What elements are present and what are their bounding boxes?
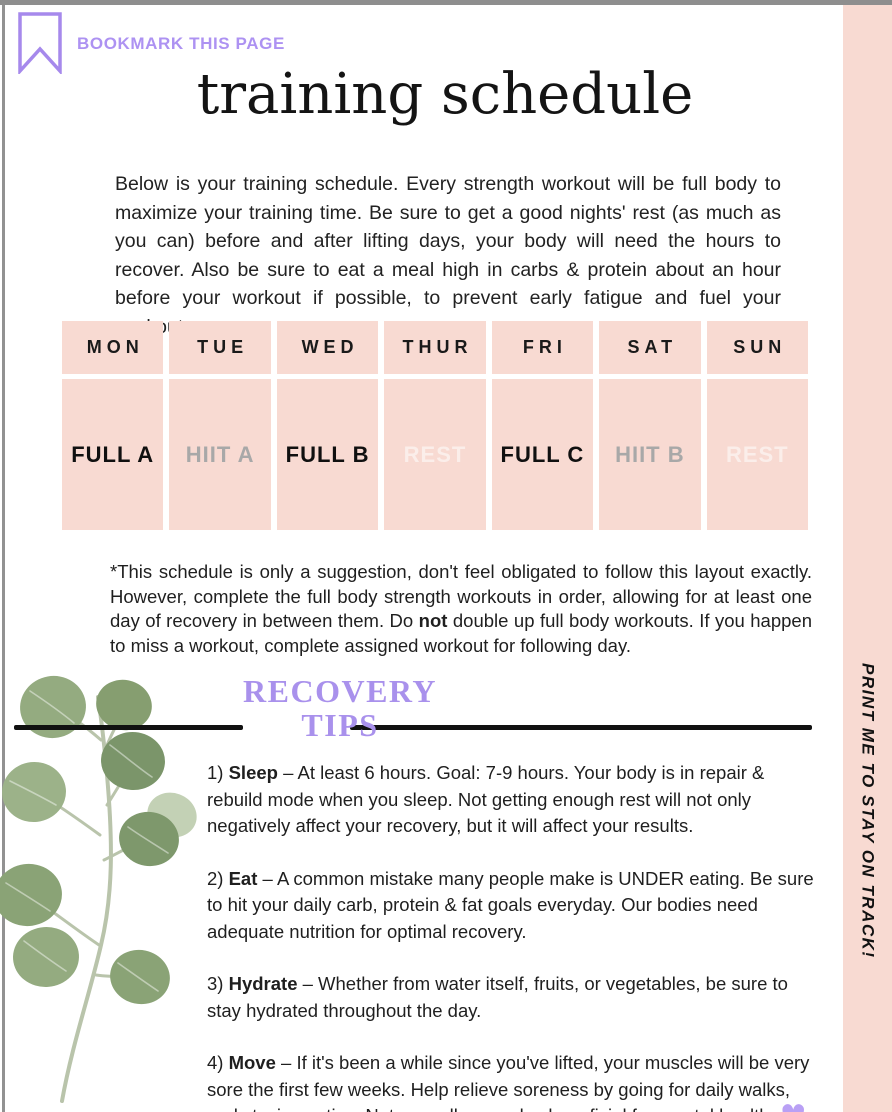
- day-header-sun: SUN: [706, 321, 808, 374]
- note-text-bold: not: [418, 610, 448, 631]
- workout-label: HIIT A: [185, 441, 255, 467]
- tip-number: 2): [207, 867, 229, 889]
- tip-label: Eat: [228, 867, 258, 889]
- tips-list: 1) Sleep – At least 6 hours. Goal: 7-9 h…: [207, 760, 819, 1112]
- day-header-sat: SAT: [599, 321, 701, 374]
- day-header-thur: THUR: [384, 321, 486, 374]
- eucalyptus-illustration: [0, 675, 197, 1103]
- schedule-header-row: MON TUE WED THUR FRI SAT SUN: [62, 321, 808, 374]
- workout-label: REST: [403, 441, 467, 467]
- tip-item-eat: 2) Eat – A common mistake many people ma…: [207, 866, 819, 946]
- workout-label: REST: [725, 441, 789, 467]
- recovery-heading-line2: TIPS: [301, 707, 379, 743]
- tip-item-move: 4) Move – If it's been a while since you…: [207, 1050, 819, 1112]
- workout-label: FULL A: [71, 441, 155, 467]
- day-header-wed: WED: [276, 321, 379, 374]
- workout-label: HIIT B: [615, 441, 685, 467]
- note-text-post: double up full body workouts. If you hap…: [110, 610, 813, 656]
- workout-label: FULL B: [285, 441, 370, 467]
- print-sidebar: PRINT ME TO STAY ON TRACK!: [843, 5, 892, 1112]
- heading-rule-left: [14, 725, 243, 730]
- schedule-body-row: FULL A HIIT A FULL B REST FULL C HIIT B …: [62, 379, 808, 530]
- bookmark-callout: BOOKMARK THIS PAGE: [17, 12, 317, 74]
- day-header-tue: TUE: [169, 321, 271, 374]
- schedule-cell-sat: HIIT B: [599, 379, 701, 530]
- tip-number: 3): [207, 973, 229, 994]
- schedule-cell-fri: FULL C: [491, 379, 594, 530]
- tip-text: – A common mistake many people make is U…: [207, 867, 814, 942]
- recovery-heading-line1: RECOVERY: [243, 673, 437, 709]
- intro-paragraph: Below is your training schedule. Every s…: [115, 173, 781, 338]
- heading-rule-right: [350, 725, 812, 730]
- window-top-edge: [0, 0, 892, 5]
- purple-heart-icon: ♥: [780, 1099, 807, 1112]
- schedule-cell-mon: FULL A: [62, 379, 164, 530]
- schedule-table: MON TUE WED THUR FRI SAT SUN FULL A HIIT…: [62, 321, 808, 530]
- page-title: training schedule: [196, 62, 694, 127]
- bookmark-ribbon-icon: [18, 12, 62, 74]
- tip-item-hydrate: 3) Hydrate – Whether from water itself, …: [207, 971, 819, 1024]
- workout-label: FULL C: [500, 441, 585, 467]
- tip-text: – At least 6 hours. Goal: 7-9 hours. You…: [207, 762, 765, 836]
- print-sidebar-text: PRINT ME TO STAY ON TRACK!: [858, 663, 878, 959]
- day-header-fri: FRI: [491, 321, 594, 374]
- schedule-cell-tue: HIIT A: [169, 379, 271, 530]
- tip-label: Sleep: [228, 762, 278, 783]
- schedule-note: *This schedule is only a suggestion, don…: [110, 560, 812, 658]
- tip-label: Move: [228, 1052, 276, 1073]
- recovery-tips-heading: RECOVERY TIPS: [240, 674, 440, 742]
- day-header-mon: MON: [62, 321, 164, 374]
- tip-text: – If it's been a while since you've lift…: [207, 1052, 810, 1112]
- tip-item-sleep: 1) Sleep – At least 6 hours. Goal: 7-9 h…: [207, 760, 819, 840]
- tip-label: Hydrate: [228, 973, 298, 994]
- tip-number: 1): [207, 762, 229, 783]
- tip-number: 4): [207, 1052, 229, 1073]
- window-left-edge: [2, 5, 5, 1112]
- schedule-cell-thur: REST: [384, 379, 486, 530]
- schedule-cell-sun: REST: [706, 379, 808, 530]
- schedule-cell-wed: FULL B: [276, 379, 379, 530]
- note-text-pre: *This schedule is only a suggestion, don…: [110, 561, 812, 631]
- bookmark-label: BOOKMARK THIS PAGE: [77, 34, 285, 53]
- tip-text: – Whether from water itself, fruits, or …: [207, 973, 788, 1021]
